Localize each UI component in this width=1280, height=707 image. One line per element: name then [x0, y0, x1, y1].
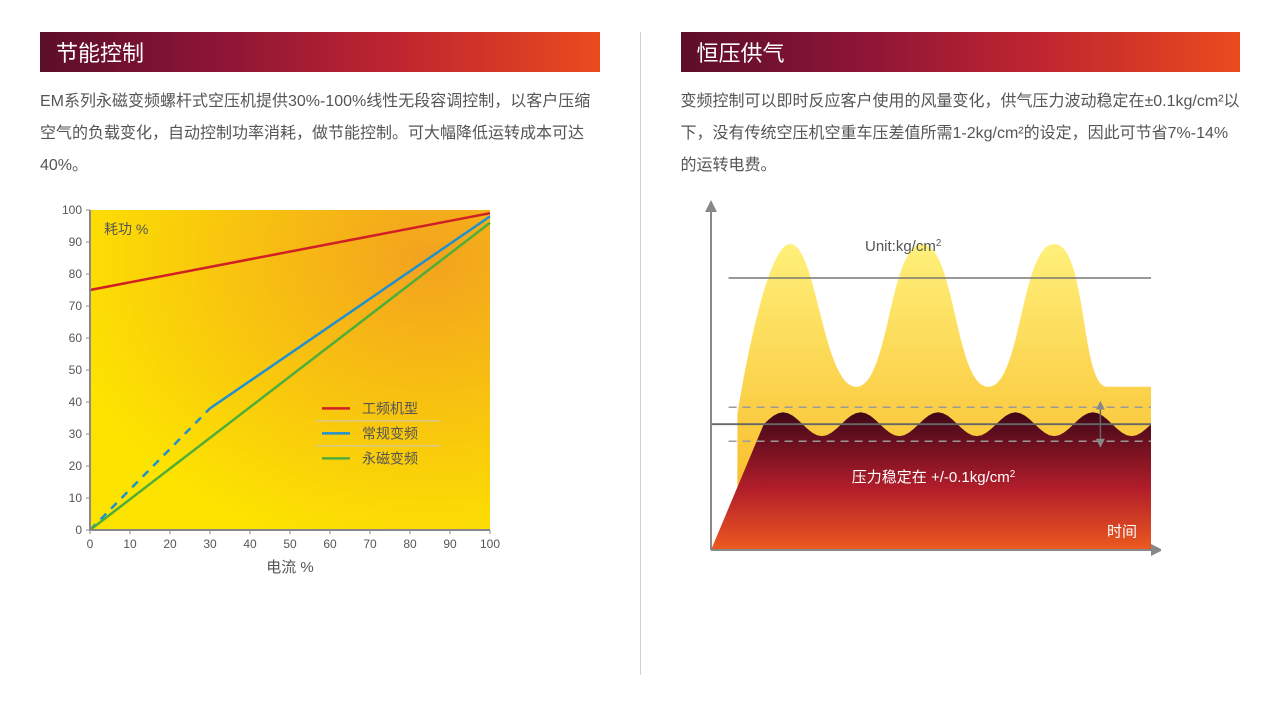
svg-text:40: 40: [69, 395, 83, 409]
svg-text:常规变频: 常规变频: [362, 425, 418, 441]
svg-text:Unit:kg/cm2: Unit:kg/cm2: [865, 237, 941, 255]
svg-text:70: 70: [69, 299, 83, 313]
svg-text:20: 20: [163, 537, 177, 551]
left-body-text: EM系列永磁变频螺杆式空压机提供30%-100%线性无段容调控制，以客户压缩空气…: [40, 86, 600, 182]
svg-text:20: 20: [69, 459, 83, 473]
right-chart: Unit:kg/cm2 压力稳定在 +/-0.1kg/cm2 时间: [681, 200, 1241, 675]
left-chart: 0 10 20 30 40 50 60 70 80 90 100 0 10 20 30 40 50 60 70 80 9…: [40, 200, 600, 675]
svg-text:50: 50: [283, 537, 297, 551]
svg-text:80: 80: [69, 267, 83, 281]
left-panel: 节能控制 EM系列永磁变频螺杆式空压机提供30%-100%线性无段容调控制，以客…: [40, 32, 600, 675]
svg-text:0: 0: [75, 523, 82, 537]
left-title: 节能控制: [56, 36, 144, 68]
vertical-divider: [640, 32, 641, 675]
svg-text:70: 70: [363, 537, 377, 551]
svg-text:40: 40: [243, 537, 257, 551]
svg-text:80: 80: [403, 537, 417, 551]
svg-text:工频机型: 工频机型: [362, 400, 418, 416]
svg-text:10: 10: [123, 537, 137, 551]
svg-text:永磁变频: 永磁变频: [362, 450, 418, 466]
svg-text:电流 %: 电流 %: [266, 559, 314, 576]
svg-text:90: 90: [69, 235, 83, 249]
left-title-bar: 节能控制: [40, 32, 600, 72]
svg-text:0: 0: [87, 537, 94, 551]
svg-text:压力稳定在 +/-0.1kg/cm2: 压力稳定在 +/-0.1kg/cm2: [851, 469, 1014, 487]
svg-text:30: 30: [69, 427, 83, 441]
svg-text:时间: 时间: [1107, 523, 1137, 540]
svg-text:100: 100: [480, 537, 500, 551]
power-vs-current-chart: 0 10 20 30 40 50 60 70 80 90 100 0 10 20 30 40 50 60 70 80 9…: [40, 200, 520, 600]
right-title-bar: 恒压供气: [681, 32, 1241, 72]
svg-text:100: 100: [62, 203, 82, 217]
svg-text:10: 10: [69, 491, 83, 505]
svg-text:30: 30: [203, 537, 217, 551]
svg-text:60: 60: [69, 331, 83, 345]
right-title: 恒压供气: [697, 36, 785, 68]
svg-text:50: 50: [69, 363, 83, 377]
pressure-stability-chart: Unit:kg/cm2 压力稳定在 +/-0.1kg/cm2 时间: [681, 200, 1161, 600]
svg-text:耗功 %: 耗功 %: [104, 221, 148, 237]
svg-text:60: 60: [323, 537, 337, 551]
right-panel: 恒压供气 变频控制可以即时反应客户使用的风量变化，供气压力波动稳定在±0.1kg…: [681, 32, 1241, 675]
svg-text:90: 90: [443, 537, 457, 551]
right-body-text: 变频控制可以即时反应客户使用的风量变化，供气压力波动稳定在±0.1kg/cm²以…: [681, 86, 1241, 182]
